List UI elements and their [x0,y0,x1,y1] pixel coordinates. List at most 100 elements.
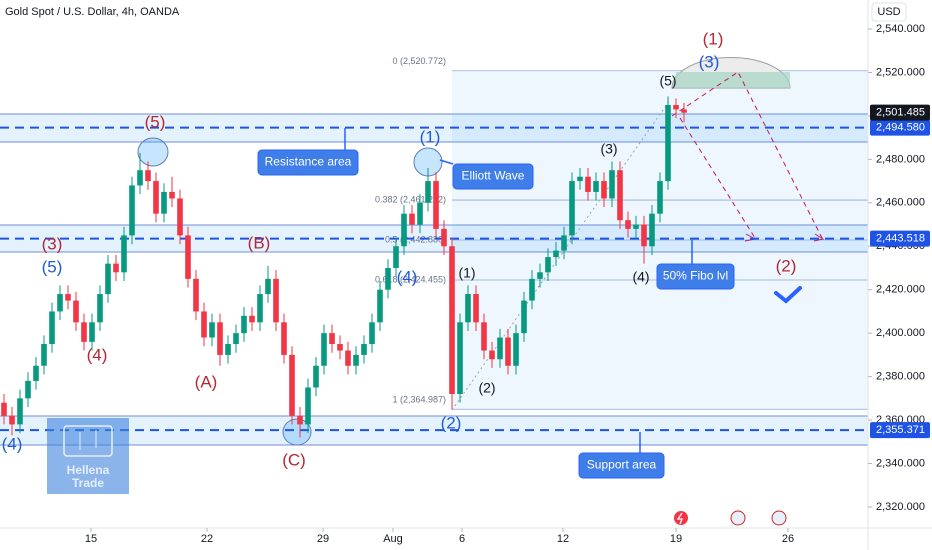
arrow-head [813,233,825,242]
wave-label: (4) [87,345,108,364]
event-icons [674,510,787,526]
wave-label: (2) [441,413,462,432]
callout-text: 50% Fibo lvl [663,269,728,283]
candle-body [33,365,39,381]
wave-label: (4) [632,269,649,285]
candle-body [377,289,383,323]
candle-body [585,176,591,192]
candle-body [369,322,375,345]
wave-label: (2) [776,256,797,275]
candle-body [569,181,575,236]
candle-body [73,300,79,323]
candle-body [57,294,63,312]
candle-body [593,181,599,192]
y-tick-label: 2,340.000 [876,457,925,469]
wave-label: (A) [195,372,218,391]
candle-body [337,344,343,351]
projection [679,117,756,239]
wave-label: (1) [420,127,441,146]
candle-body [649,213,655,247]
candle-body [681,109,687,113]
candle-body [457,322,463,394]
candle-body [577,176,583,182]
y-tick-label: 2,400.000 [876,327,925,339]
candle-body [545,257,551,273]
wave-label: (3) [600,141,617,157]
candle-body [153,181,159,214]
wave-label: (5) [145,112,166,131]
fib-label: 0.618 (2,424.455) [375,274,446,284]
candle-body [433,181,439,229]
candle-body [305,387,311,425]
candle-body [633,224,639,229]
candle-body [137,170,143,186]
candle-body [281,322,287,355]
fib-trend [451,99,671,411]
candle-body [409,213,415,225]
candle-body [105,263,111,295]
event-icon[interactable] [771,510,787,526]
candle-body [241,315,247,334]
candle-body [481,322,487,351]
candle-body [473,294,479,323]
candle-body [385,267,391,290]
currency: USD [877,6,900,18]
candle-body [89,322,95,342]
callout-pointer [439,159,454,165]
candle-body [289,354,295,416]
candle-body [489,350,495,360]
candle-body [1,402,7,416]
candle-body [217,322,223,355]
arc-fill [672,72,790,88]
event-icon[interactable] [730,510,746,526]
wave-label: (B) [248,233,271,252]
candle-body [41,344,47,366]
fib-label: 0.5 (2,442.880) [385,234,446,244]
candle-body [113,263,119,273]
candle-body [25,380,31,399]
y-tick-label: 2,460.000 [876,197,925,209]
check-mark [774,286,802,304]
candle-body [249,315,255,323]
candle-body [561,235,567,251]
candle-body [601,181,607,199]
wave-label: (2) [478,380,495,396]
candle-body [9,415,15,425]
y-tick-label: 2,540.000 [876,23,925,35]
wave-label: (5) [659,73,676,89]
x-tick-label: 29 [317,533,329,545]
x-tick-label: 6 [459,533,465,545]
watermark-text: Trade [72,476,104,490]
price-label: 2,443.518 [876,233,925,245]
x-tick-label: 19 [670,533,682,545]
candle-body [609,170,615,199]
circle [282,418,312,446]
candle-body [233,333,239,345]
candle-body [121,235,127,273]
candle-body [553,250,559,258]
candle-body [169,191,175,199]
price-label: 2,355.371 [876,424,925,436]
candle-body [329,333,335,345]
candle-body [505,337,511,366]
y-tick-label: 2,520.000 [876,66,925,78]
price-label-box [870,422,930,439]
candle-body [201,311,207,338]
candle-body [185,235,191,279]
fib-label: 1 (2,364.987) [392,395,446,405]
fib-label: 0 (2,520.772) [392,56,446,66]
candle-body [353,354,359,366]
x-tick-label: 22 [201,533,213,545]
candle-body [49,311,55,345]
candle-body [161,191,167,214]
candle-body [65,294,71,301]
event-icon[interactable] [674,511,688,525]
x-tick-label: 15 [85,533,97,545]
candle-body [513,333,519,366]
wave-label: (1) [703,29,724,48]
currency-box[interactable] [871,2,907,22]
wave-label: (C) [282,450,306,469]
callout-text: Support area [587,458,657,472]
candle-body [617,170,623,221]
